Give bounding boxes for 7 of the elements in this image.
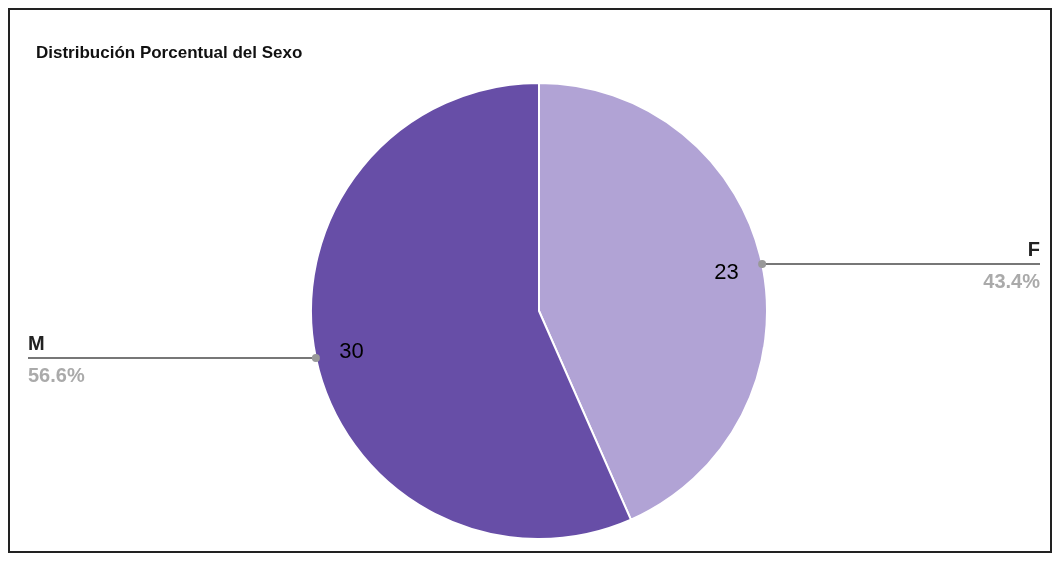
slice-label: F	[1027, 238, 1040, 261]
text: 43.4%	[983, 270, 1040, 293]
data-label: 30	[339, 337, 364, 363]
text: 56.6%	[28, 363, 85, 386]
chart-title: Distribución Porcentual del Sexo	[36, 43, 303, 62]
data-label: 23	[714, 259, 739, 285]
slice-label: M	[28, 331, 45, 354]
